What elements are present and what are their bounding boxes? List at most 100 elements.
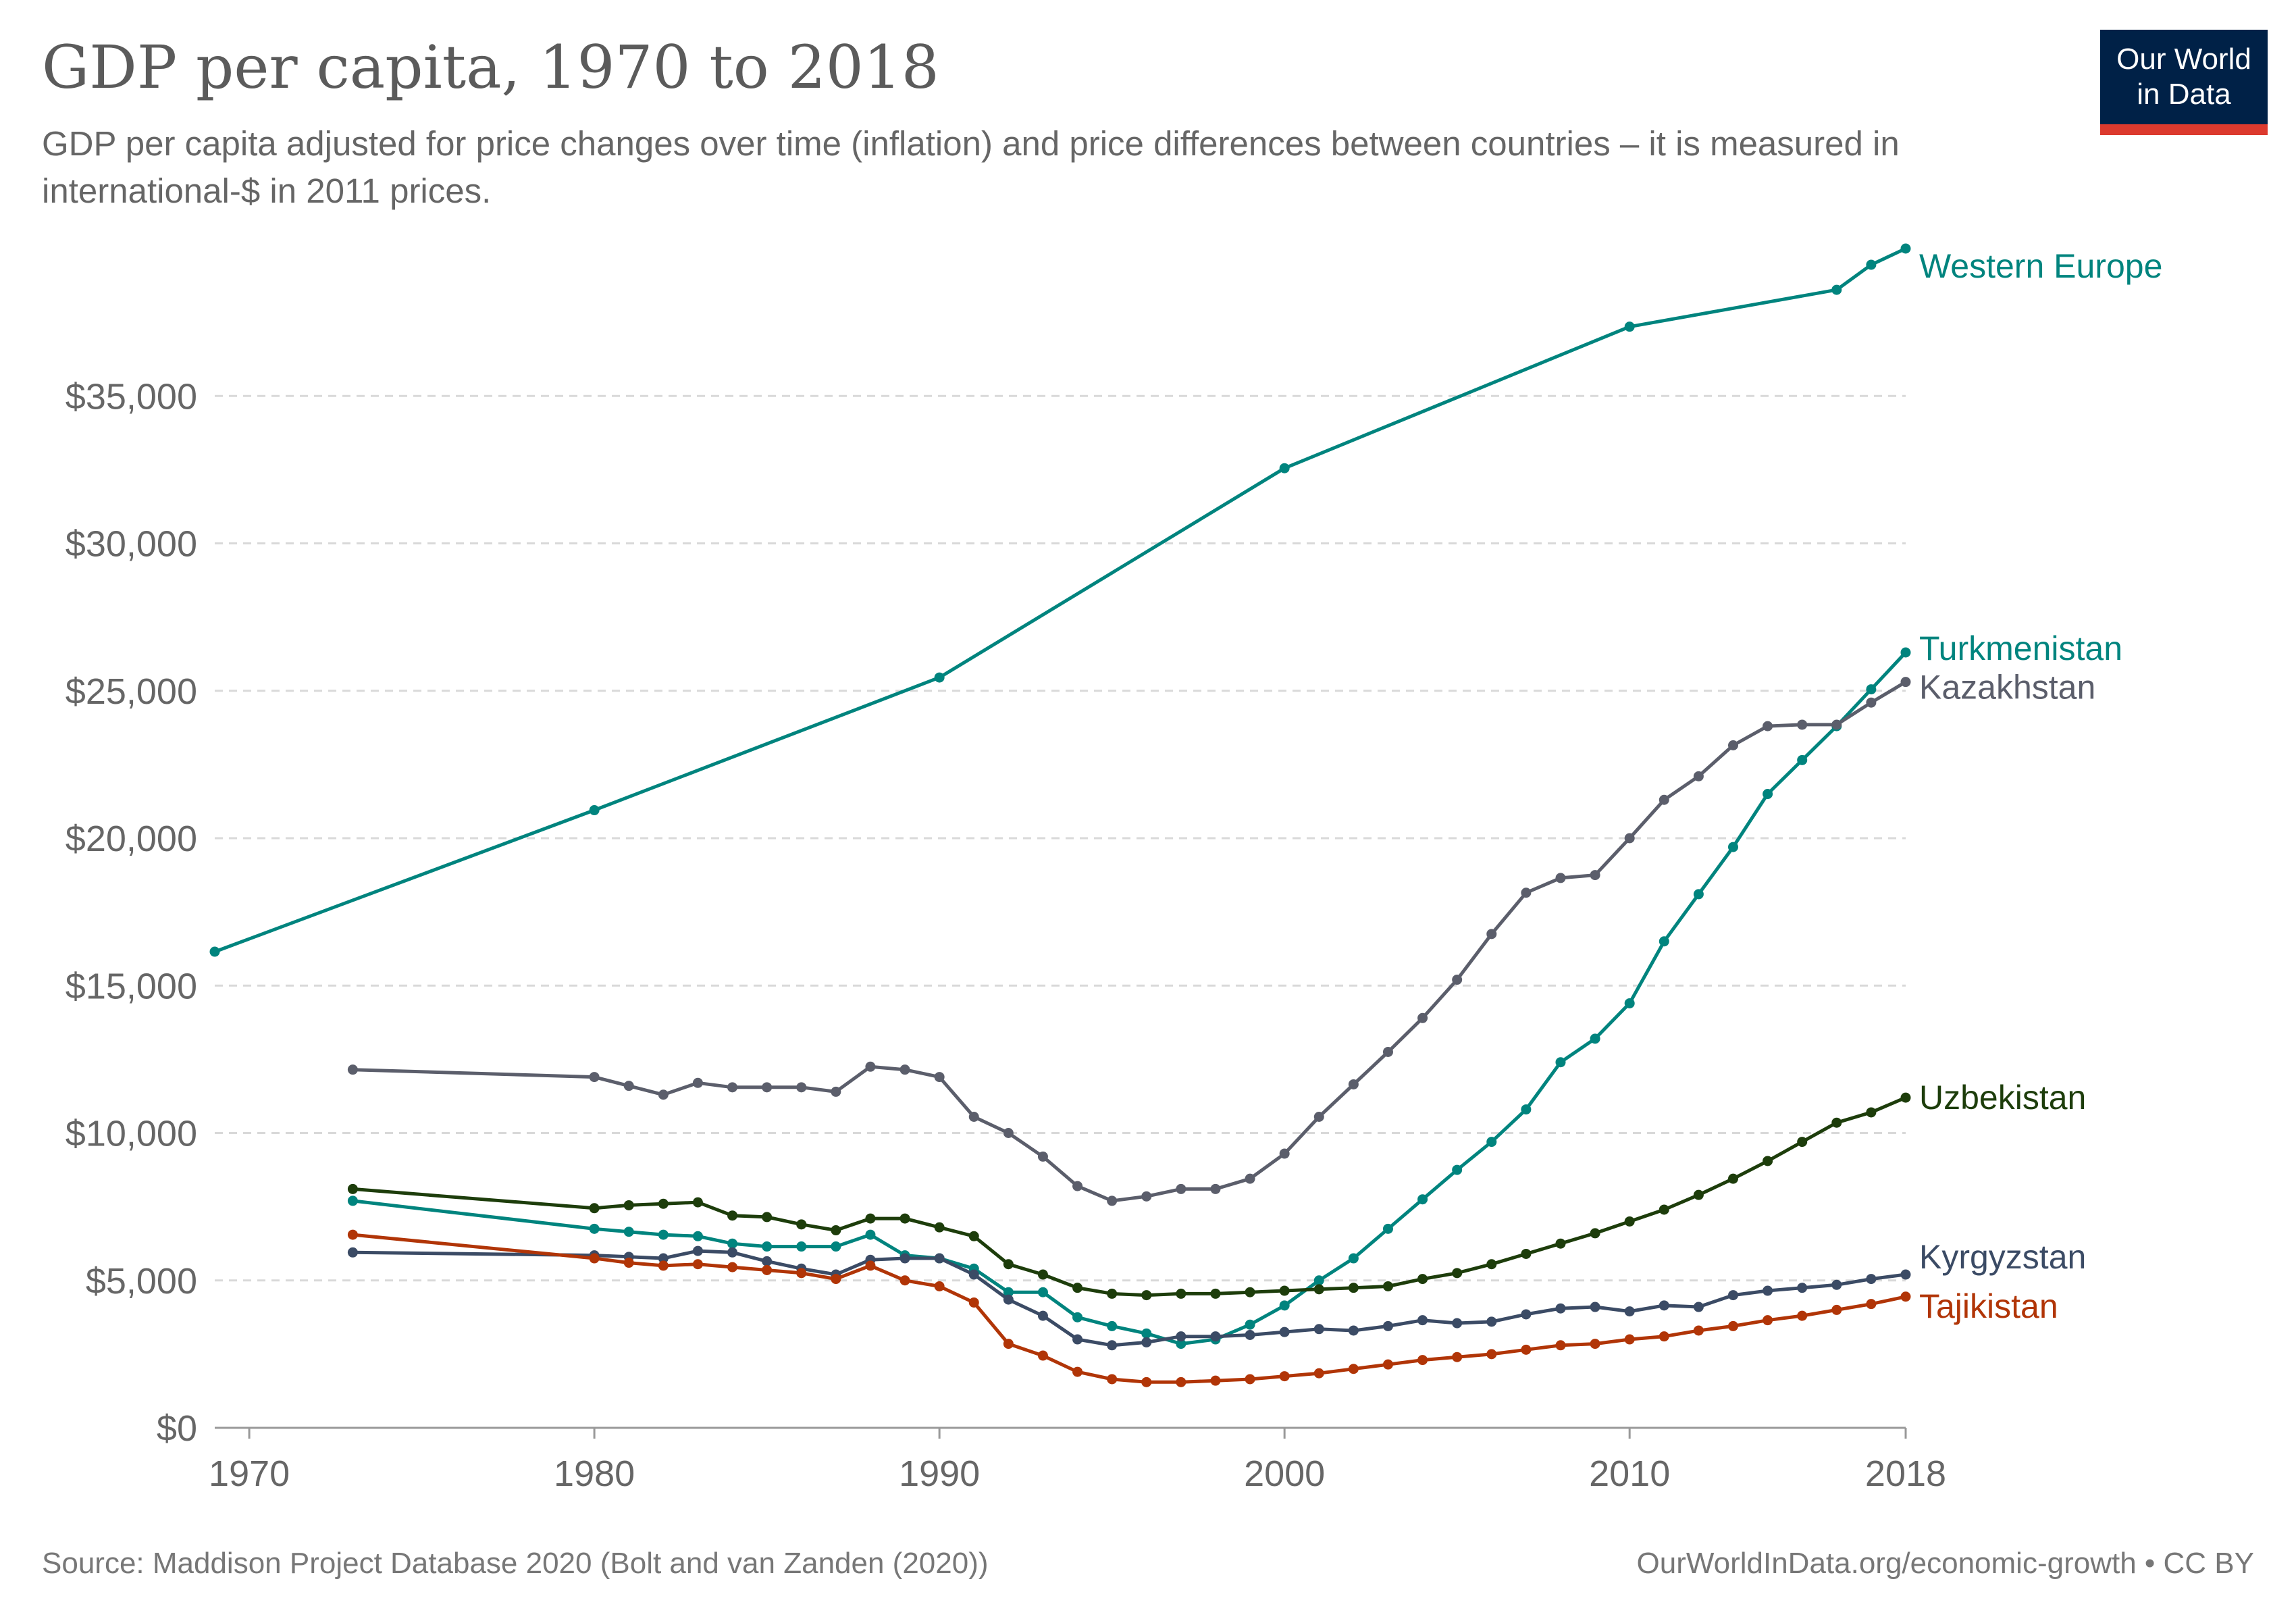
data-point-western-europe[interactable] (1900, 243, 1911, 254)
data-point-tajikistan[interactable] (1245, 1374, 1255, 1385)
data-point-turkmenistan[interactable] (1245, 1319, 1255, 1330)
data-point-kazakhstan[interactable] (1555, 873, 1566, 883)
data-point-kazakhstan[interactable] (1797, 719, 1808, 730)
data-point-tajikistan[interactable] (692, 1259, 703, 1270)
data-point-kyrgyzstan[interactable] (1279, 1327, 1290, 1337)
data-point-uzbekistan[interactable] (1037, 1269, 1048, 1280)
data-point-kyrgyzstan[interactable] (1003, 1294, 1014, 1305)
data-point-uzbekistan[interactable] (1797, 1137, 1808, 1148)
data-point-uzbekistan[interactable] (968, 1231, 979, 1241)
data-point-kyrgyzstan[interactable] (1797, 1283, 1808, 1293)
data-point-tajikistan[interactable] (1866, 1299, 1877, 1310)
data-point-tajikistan[interactable] (1417, 1355, 1428, 1366)
data-point-kyrgyzstan[interactable] (1624, 1306, 1635, 1317)
data-point-turkmenistan[interactable] (1037, 1287, 1048, 1297)
data-point-turkmenistan[interactable] (1348, 1253, 1359, 1264)
data-point-turkmenistan[interactable] (658, 1229, 669, 1240)
data-point-kyrgyzstan[interactable] (1313, 1324, 1324, 1335)
data-point-turkmenistan[interactable] (1107, 1320, 1118, 1331)
credit-link[interactable]: OurWorldInData.org/economic-growth • CC … (1636, 1547, 2254, 1580)
data-point-tajikistan[interactable] (1555, 1340, 1566, 1351)
data-point-tajikistan[interactable] (623, 1258, 634, 1268)
data-point-uzbekistan[interactable] (1486, 1259, 1497, 1270)
data-point-tajikistan[interactable] (1763, 1315, 1773, 1326)
data-point-turkmenistan[interactable] (1452, 1164, 1463, 1175)
data-point-tajikistan[interactable] (1831, 1304, 1842, 1315)
data-point-uzbekistan[interactable] (1900, 1092, 1911, 1103)
data-point-kazakhstan[interactable] (1521, 887, 1532, 898)
data-point-kyrgyzstan[interactable] (1072, 1334, 1083, 1345)
data-point-tajikistan[interactable] (1486, 1349, 1497, 1360)
series-line-kazakhstan[interactable] (353, 680, 1907, 1203)
data-point-tajikistan[interactable] (1659, 1331, 1669, 1342)
data-point-tajikistan[interactable] (1210, 1375, 1221, 1386)
data-point-tajikistan[interactable] (1693, 1325, 1704, 1336)
data-point-turkmenistan[interactable] (1797, 754, 1808, 765)
data-point-turkmenistan[interactable] (1313, 1275, 1324, 1286)
data-point-kazakhstan[interactable] (1452, 975, 1463, 985)
data-point-turkmenistan[interactable] (762, 1241, 773, 1252)
data-point-kazakhstan[interactable] (968, 1111, 979, 1122)
data-point-kazakhstan[interactable] (658, 1089, 669, 1100)
data-point-tajikistan[interactable] (1900, 1291, 1911, 1302)
data-point-tajikistan[interactable] (1176, 1376, 1186, 1387)
data-point-kyrgyzstan[interactable] (658, 1253, 669, 1264)
data-point-tajikistan[interactable] (968, 1297, 979, 1308)
data-point-turkmenistan[interactable] (1659, 936, 1669, 947)
data-point-uzbekistan[interactable] (899, 1213, 910, 1224)
data-point-tajikistan[interactable] (1521, 1344, 1532, 1355)
data-point-western-europe[interactable] (209, 946, 220, 957)
data-point-kazakhstan[interactable] (1313, 1111, 1324, 1122)
data-point-western-europe[interactable] (1279, 463, 1290, 473)
data-point-uzbekistan[interactable] (1245, 1287, 1255, 1297)
data-point-uzbekistan[interactable] (762, 1212, 773, 1223)
data-point-western-europe[interactable] (1624, 321, 1635, 332)
data-point-uzbekistan[interactable] (1521, 1248, 1532, 1259)
data-point-tajikistan[interactable] (1452, 1352, 1463, 1362)
data-point-kazakhstan[interactable] (347, 1064, 358, 1075)
data-point-tajikistan[interactable] (1141, 1376, 1152, 1387)
data-point-turkmenistan[interactable] (831, 1241, 841, 1252)
data-point-uzbekistan[interactable] (1555, 1238, 1566, 1249)
data-point-western-europe[interactable] (1831, 284, 1842, 295)
data-point-uzbekistan[interactable] (1831, 1117, 1842, 1128)
data-point-turkmenistan[interactable] (1866, 684, 1877, 695)
data-point-turkmenistan[interactable] (727, 1238, 738, 1249)
data-point-uzbekistan[interactable] (347, 1183, 358, 1194)
data-point-tajikistan[interactable] (589, 1253, 600, 1264)
data-point-tajikistan[interactable] (1382, 1359, 1393, 1370)
data-point-kazakhstan[interactable] (1831, 719, 1842, 730)
data-point-tajikistan[interactable] (1313, 1368, 1324, 1379)
data-point-kazakhstan[interactable] (1900, 677, 1911, 688)
series-line-western-europe[interactable] (214, 247, 1907, 954)
data-point-uzbekistan[interactable] (1210, 1288, 1221, 1299)
data-point-uzbekistan[interactable] (1693, 1189, 1704, 1200)
data-point-tajikistan[interactable] (1590, 1339, 1600, 1349)
series-line-kyrgyzstan[interactable] (353, 1249, 1906, 1347)
data-point-tajikistan[interactable] (1107, 1374, 1118, 1385)
data-point-uzbekistan[interactable] (796, 1219, 807, 1230)
data-point-kazakhstan[interactable] (1727, 740, 1738, 751)
data-point-uzbekistan[interactable] (589, 1203, 600, 1214)
data-point-kyrgyzstan[interactable] (1486, 1316, 1497, 1327)
data-point-turkmenistan[interactable] (1521, 1104, 1532, 1115)
data-point-turkmenistan[interactable] (1141, 1328, 1152, 1339)
data-point-kazakhstan[interactable] (796, 1082, 807, 1093)
data-point-tajikistan[interactable] (1003, 1339, 1014, 1349)
data-point-kyrgyzstan[interactable] (1693, 1302, 1704, 1312)
data-point-turkmenistan[interactable] (1486, 1137, 1497, 1148)
data-point-tajikistan[interactable] (865, 1260, 876, 1271)
data-point-tajikistan[interactable] (1797, 1310, 1808, 1321)
data-point-kyrgyzstan[interactable] (1555, 1303, 1566, 1314)
data-point-turkmenistan[interactable] (865, 1229, 876, 1240)
data-point-kazakhstan[interactable] (1245, 1173, 1255, 1184)
data-point-kyrgyzstan[interactable] (1659, 1300, 1669, 1311)
data-point-uzbekistan[interactable] (1348, 1283, 1359, 1293)
data-point-kazakhstan[interactable] (934, 1072, 945, 1083)
data-point-tajikistan[interactable] (1727, 1320, 1738, 1331)
series-line-turkmenistan[interactable] (353, 651, 1907, 1346)
data-point-kazakhstan[interactable] (1210, 1183, 1221, 1194)
data-point-tajikistan[interactable] (658, 1260, 669, 1271)
data-point-uzbekistan[interactable] (1003, 1259, 1014, 1270)
data-point-tajikistan[interactable] (727, 1262, 738, 1272)
